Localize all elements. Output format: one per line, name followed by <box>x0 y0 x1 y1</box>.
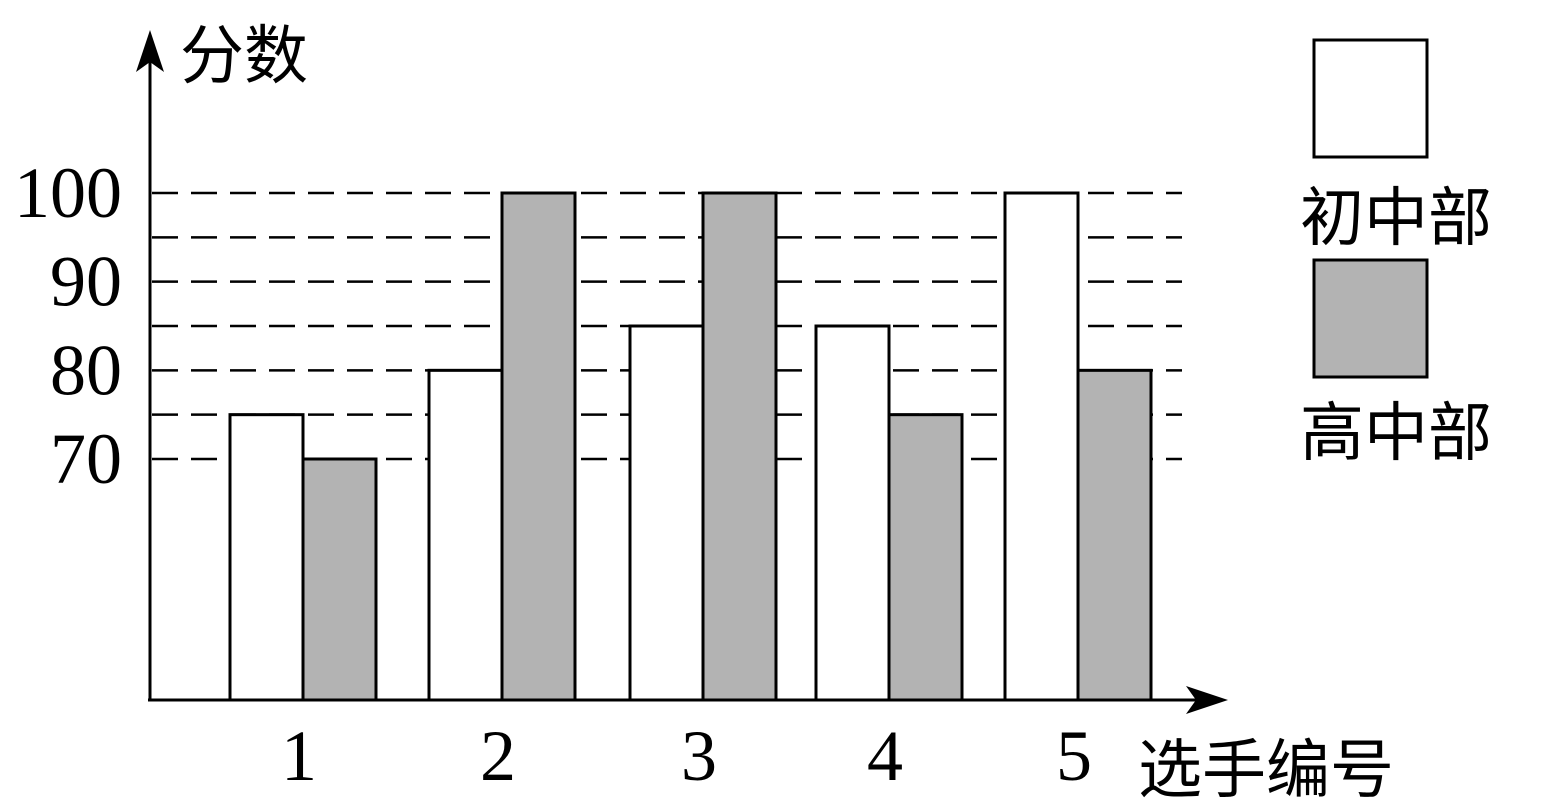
legend-label-series-2: 高中部 <box>1300 397 1492 471</box>
bar-1-series-1 <box>228 413 305 702</box>
bar-1-series-2 <box>301 457 378 702</box>
y-axis-arrow-icon <box>136 30 164 72</box>
bar-2-series-1 <box>427 368 504 702</box>
x-tick-label-4: 4 <box>867 716 903 796</box>
y-tick-label-100: 100 <box>14 153 122 233</box>
legend-label-series-1: 初中部 <box>1300 182 1492 256</box>
bar-3-series-1 <box>628 324 705 702</box>
legend-swatch-series-2 <box>1312 258 1429 379</box>
bar-5-series-1 <box>1003 191 1080 702</box>
y-tick-label-70: 70 <box>50 419 122 499</box>
x-axis-title: 选手编号 <box>1138 734 1394 807</box>
bar-4-series-1 <box>814 324 891 702</box>
bar-5-series-2 <box>1076 368 1153 702</box>
x-tick-label-2: 2 <box>480 716 516 796</box>
bar-2-series-2 <box>500 191 577 702</box>
legend-swatch-series-1 <box>1312 38 1429 159</box>
y-axis-title: 分数 <box>180 20 308 94</box>
bar-4-series-2 <box>887 413 964 702</box>
bars <box>228 191 1153 702</box>
axes <box>136 30 1228 714</box>
bar-3-series-2 <box>701 191 778 702</box>
y-tick-label-80: 80 <box>50 330 122 410</box>
x-tick-labels: 1 2 3 4 5 <box>281 716 1092 796</box>
x-tick-label-5: 5 <box>1056 716 1092 796</box>
x-tick-label-1: 1 <box>281 716 317 796</box>
x-axis-arrow-icon <box>1186 686 1228 714</box>
x-tick-label-3: 3 <box>681 716 717 796</box>
y-tick-label-90: 90 <box>50 242 122 322</box>
